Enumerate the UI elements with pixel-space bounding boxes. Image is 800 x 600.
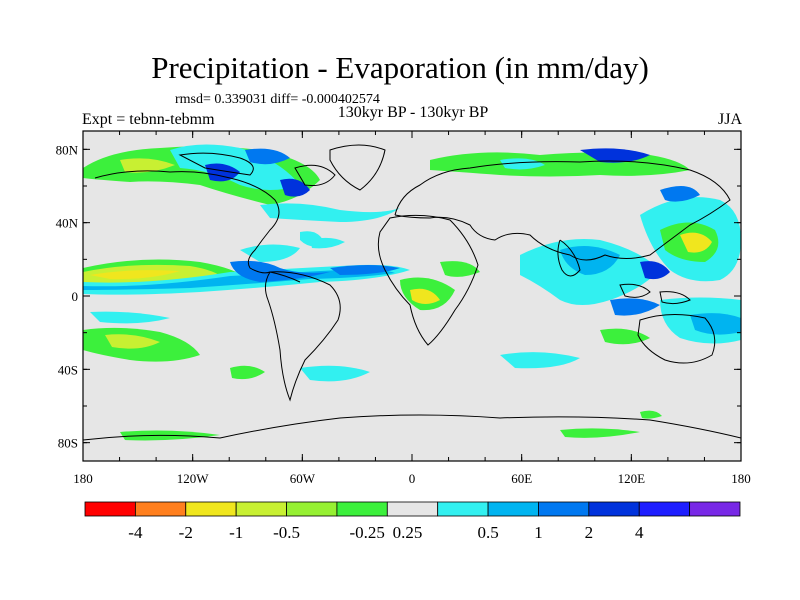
colorbar-swatch (588, 501, 640, 517)
colorbar-label: 2 (585, 523, 594, 542)
field-region (500, 158, 545, 170)
field-region (660, 186, 700, 202)
coastline (294, 164, 336, 186)
field-region (640, 261, 670, 280)
field-region (245, 148, 290, 165)
coastline (377, 214, 479, 346)
colorbar-label: 0.5 (477, 523, 498, 542)
field-region (240, 244, 300, 262)
pme-field (83, 144, 741, 441)
coastline (557, 239, 581, 277)
x-tick-label: 180 (731, 471, 751, 486)
coastline (329, 144, 386, 191)
colorbar-label: 0.25 (393, 523, 423, 542)
x-tick-label: 180 (73, 471, 93, 486)
coastline (637, 313, 716, 364)
colorbar-swatch (487, 501, 539, 517)
colorbar-swatch (84, 501, 136, 517)
field-region (230, 365, 265, 380)
coastline (264, 271, 341, 402)
colorbar-label: -0.5 (273, 523, 300, 542)
y-tick-label: 40S (58, 362, 78, 377)
colorbar-swatch (336, 501, 388, 517)
colorbar-label: -0.25 (349, 523, 384, 542)
x-tick-label: 120W (177, 471, 210, 486)
y-axis: 80N 40N 0 40S 80S (56, 142, 741, 451)
x-axis: 180 120W 60W 0 60E 120E 180 (73, 131, 751, 486)
field-region (300, 365, 370, 382)
field-region (410, 288, 440, 304)
experiment-label: Expt = tebnn-tebmm (82, 111, 215, 128)
colorbar-swatch (538, 501, 590, 517)
colorbar-swatch (638, 501, 691, 517)
field-region (280, 178, 310, 197)
colorbar-swatch (286, 501, 338, 517)
x-tick-label: 0 (409, 471, 416, 486)
x-tick-label: 60E (511, 471, 532, 486)
colorbar: -4 -2 -1 -0.5 -0.25 0.25 0.5 1 2 4 (84, 501, 741, 542)
colorbar-swatch (689, 501, 741, 517)
colorbar-label: -2 (179, 523, 193, 542)
coastline (94, 170, 301, 283)
colorbar-label: 4 (635, 523, 644, 542)
field-region (330, 265, 400, 275)
field-region (205, 163, 240, 182)
field-region (560, 428, 640, 438)
y-tick-label: 80S (58, 436, 78, 451)
field-region (580, 148, 650, 163)
colorbar-swatch (386, 501, 439, 517)
field-region (600, 328, 650, 345)
coastline (659, 291, 691, 305)
y-tick-label: 40N (56, 216, 79, 231)
colorbar-label: -1 (229, 523, 243, 542)
coastline (619, 283, 651, 298)
x-tick-label: 120E (618, 471, 646, 486)
field-region (120, 158, 175, 173)
colorbar-label: -4 (128, 523, 143, 542)
period-label: 130kyr BP - 130kyr BP (337, 104, 489, 121)
y-tick-label: 0 (72, 289, 79, 304)
field-region (560, 246, 620, 275)
season-label: JJA (717, 111, 742, 128)
colorbar-label: 1 (534, 523, 543, 542)
field-region (90, 270, 180, 280)
field-region (640, 410, 662, 419)
colorbar-swatch (185, 501, 237, 517)
field-region (610, 298, 660, 316)
plot-title: Precipitation - Evaporation (in mm/day) (151, 50, 649, 85)
colorbar-swatch (235, 501, 287, 517)
field-region (170, 144, 300, 190)
coastline (394, 160, 731, 261)
field-region (440, 261, 480, 277)
field-region (690, 313, 741, 335)
colorbar-swatch (437, 501, 489, 517)
field-region (260, 203, 400, 222)
field-region (500, 352, 580, 369)
coastlines (83, 144, 741, 441)
colorbar-swatch (134, 501, 187, 517)
coastline (83, 414, 741, 441)
coastline (178, 152, 254, 176)
y-tick-label: 80N (56, 142, 79, 157)
field-region (105, 334, 160, 349)
field-region (680, 232, 712, 253)
field-region (310, 237, 345, 249)
field-region (90, 311, 170, 324)
x-tick-label: 60W (290, 471, 316, 486)
rmsd-diff-stats: rmsd= 0.339031 diff= -0.000402574 (175, 92, 380, 107)
